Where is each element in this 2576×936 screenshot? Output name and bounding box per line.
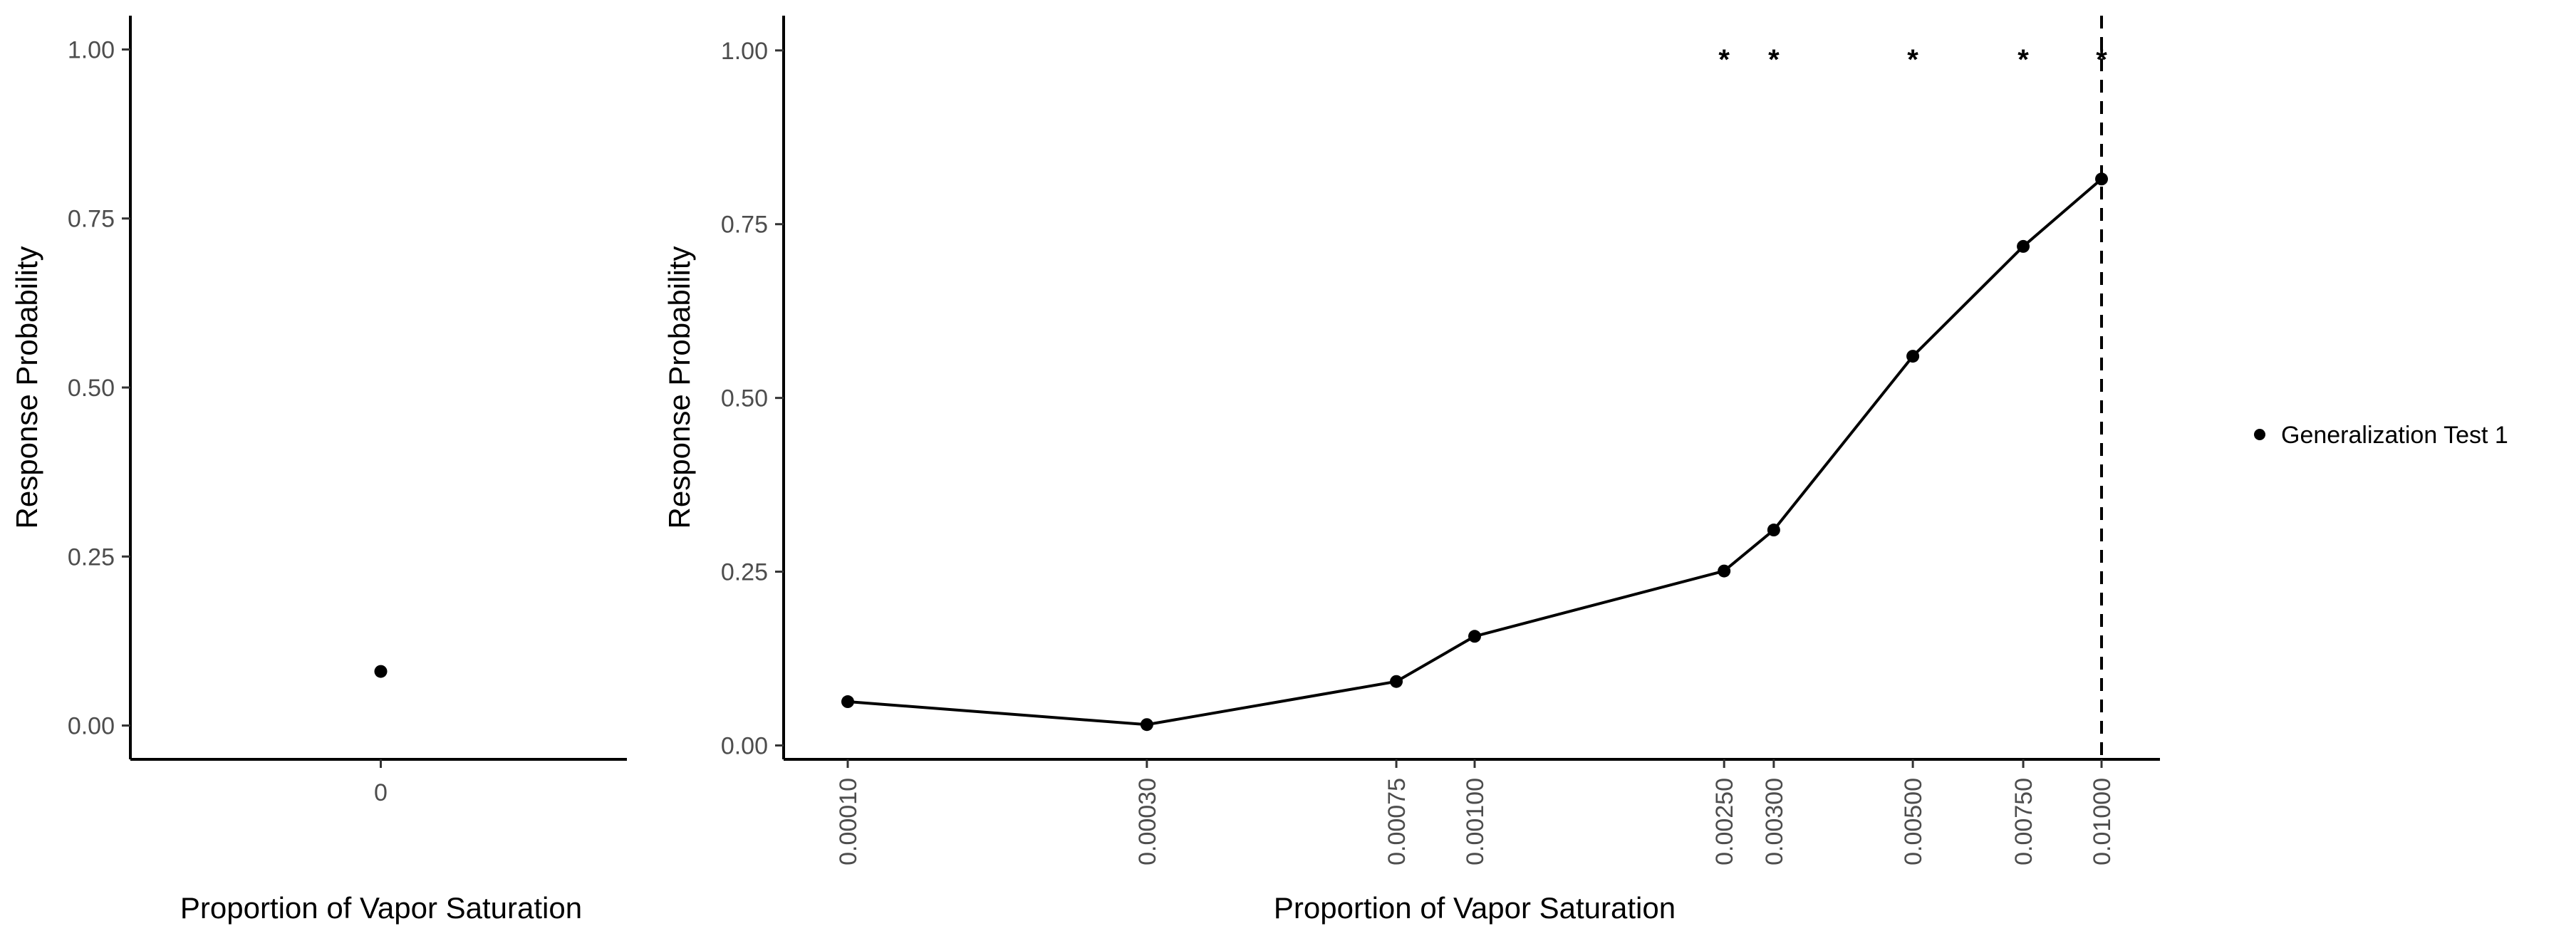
right-data-point [841, 695, 854, 709]
significance-star: * [1718, 44, 1730, 76]
left-y-tick-label: 0.75 [68, 206, 115, 233]
right-data-point [1718, 564, 1731, 578]
right-data-point [1767, 524, 1780, 537]
legend: Generalization Test 1 [2254, 422, 2508, 449]
right-x-tick-label: 0.00500 [1900, 778, 1927, 865]
right-y-tick-label: 0.00 [721, 732, 768, 759]
right-y-tick-label: 0.75 [721, 212, 768, 239]
right-data-point [2017, 239, 2030, 253]
left-x-ticks: 0 [374, 759, 388, 806]
right-x-axis-title: Proportion of Vapor Saturation [1274, 891, 1676, 925]
significance-star: * [2096, 44, 2107, 76]
left-y-tick-label: 0.25 [68, 544, 115, 571]
left-data-point [374, 665, 388, 678]
significance-star: * [2017, 44, 2029, 76]
right-x-tick-label: 0.00030 [1134, 778, 1161, 865]
right-x-ticks: 0.00010 0.00030 0.00075 0.00100 0.00250 0.003… [835, 759, 2116, 865]
right-x-tick-label: 0.00300 [1761, 778, 1788, 865]
right-x-tick-label: 0.00750 [2010, 778, 2037, 865]
left-x-tick-label: 0 [374, 779, 388, 806]
right-x-tick-label: 0.01000 [2089, 778, 2116, 865]
right-data-point [1390, 675, 1403, 688]
right-x-tick-label: 0.00100 [1462, 778, 1489, 865]
right-data-point [1140, 718, 1153, 732]
left-y-tick-label: 0.00 [68, 713, 115, 740]
right-y-tick-label: 1.00 [721, 38, 768, 65]
left-points [374, 665, 388, 678]
series-line-path [847, 177, 2103, 727]
right-panel: 0.000.250.500.751.00 0.00010 0.00030 0.000… [663, 16, 2160, 925]
significance-star: * [1768, 44, 1780, 76]
right-y-axis-title: Response Probability [663, 246, 696, 529]
right-x-tick-label: 0.00075 [1383, 778, 1411, 865]
right-points [841, 172, 2108, 732]
left-y-axis-title: Response Probability [10, 246, 43, 529]
right-y-tick-label: 0.25 [721, 559, 768, 586]
left-y-ticks: 0.00 0.25 0.50 0.75 1.00 [68, 36, 130, 740]
significance-star: * [1907, 44, 1918, 76]
left-y-tick-label: 1.00 [68, 36, 115, 63]
right-data-point [2095, 172, 2108, 186]
right-data-point [1906, 350, 1920, 363]
significance-stars: * * * * * [1718, 44, 2107, 76]
legend-marker [2254, 429, 2265, 440]
left-x-axis-title: Proportion of Vapor Saturation [180, 891, 582, 925]
right-x-tick-label: 0.00250 [1711, 778, 1738, 865]
series-line [847, 177, 2103, 727]
left-y-tick-label: 0.50 [68, 375, 115, 402]
right-y-tick-label: 0.50 [721, 385, 768, 412]
legend-label: Generalization Test 1 [2281, 422, 2508, 449]
right-x-tick-label: 0.00010 [835, 778, 862, 865]
right-y-ticks: 0.00 0.25 0.50 0.75 1.00 [721, 38, 784, 759]
left-panel: 0.00 0.25 0.50 0.75 1.00 0 Response Probabil… [10, 16, 627, 925]
right-data-point [1468, 630, 1481, 643]
